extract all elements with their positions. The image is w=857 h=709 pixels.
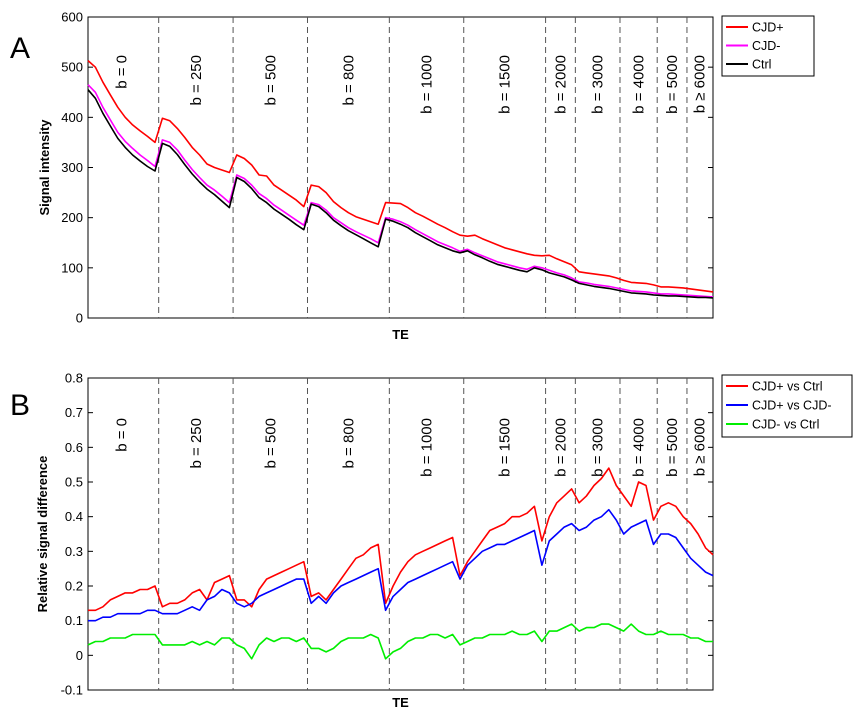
legend-entry: CJD+ vs Ctrl	[752, 380, 823, 394]
b-value-label: b = 0	[113, 418, 130, 452]
b-value-label: b = 800	[340, 55, 357, 105]
legend-entry: CJD+ vs CJD-	[752, 399, 832, 413]
b-value-label: b = 500	[262, 418, 279, 468]
y-tick-label: 0.5	[65, 475, 83, 490]
b-value-label: b = 250	[188, 418, 205, 468]
b-value-label: b = 4000	[631, 55, 648, 114]
legend: CJD+ CJD- Ctrl	[721, 15, 815, 77]
y-axis-label: Signal intensity	[37, 119, 52, 216]
panel-letter: B	[10, 389, 30, 422]
y-tick-label: 0.6	[65, 440, 83, 455]
y-tick-label: 600	[61, 10, 83, 25]
y-tick-label: 0.2	[65, 579, 83, 594]
legend-entry: CJD+	[752, 21, 784, 35]
series-line-0	[87, 60, 714, 293]
b-value-label: b = 1500	[497, 418, 514, 477]
b-value-label: b = 2000	[552, 418, 569, 477]
y-tick-label: 300	[61, 160, 83, 175]
plot-frame	[87, 377, 714, 691]
y-tick-label: 200	[61, 210, 83, 225]
y-tick-label: 500	[61, 60, 83, 75]
series-line-2	[87, 89, 714, 299]
legend: CJD+ vs Ctrl CJD+ vs CJD- CJD- vs Ctrl	[721, 374, 853, 438]
y-tick-label: 0.1	[65, 613, 83, 628]
series-line-2	[87, 623, 713, 660]
chart-panel-a: A 0 100 200 300 400 500 600 b = 0 b = 250 b = 500 b…	[10, 10, 815, 342]
b-value-label: b = 5000	[664, 418, 681, 477]
x-axis-label: TE	[392, 327, 409, 342]
y-tick-label: 0	[76, 648, 83, 663]
b-value-label: b ≥ 6000	[692, 55, 709, 113]
y-tick-label: 0.7	[65, 405, 83, 420]
y-tick-label: -0.1	[61, 683, 83, 698]
y-tick-label: 0.4	[65, 509, 83, 524]
b-value-label: b = 1000	[419, 418, 436, 477]
b-value-label: b = 2000	[552, 55, 569, 114]
b-value-label: b = 250	[188, 55, 205, 105]
b-value-label: b = 4000	[631, 418, 648, 477]
b-value-label: b = 500	[262, 55, 279, 105]
b-value-label: b = 1000	[419, 55, 436, 114]
y-tick-label: 0.8	[65, 371, 83, 386]
b-value-label: b = 3000	[590, 418, 607, 477]
b-value-label: b ≥ 6000	[692, 418, 709, 476]
y-axis-label: Relative signal difference	[35, 456, 50, 613]
y-tick-label: 100	[61, 260, 83, 275]
b-value-label: b = 5000	[664, 55, 681, 114]
b-value-label: b = 0	[113, 55, 130, 89]
b-value-label: b = 800	[340, 418, 357, 468]
series-line-0	[88, 467, 714, 612]
legend-entry: CJD-	[752, 39, 780, 53]
b-value-label: b = 1500	[497, 55, 514, 114]
y-tick-label: 0	[76, 311, 83, 326]
y-tick-label: 0.3	[65, 544, 83, 559]
panel-letter: A	[10, 32, 30, 65]
legend-entry: Ctrl	[752, 58, 771, 72]
b-value-label: b = 3000	[590, 55, 607, 114]
y-tick-label: 400	[61, 110, 83, 125]
series-line-1	[87, 84, 714, 298]
legend-entry: CJD- vs Ctrl	[752, 418, 819, 432]
chart-panel-b: B -0.1 0 0.1 0.2 0.3 0.4 0.5 0.6 0.7 0.8 b = 0 b = 2…	[10, 371, 853, 709]
plot-frame	[87, 16, 714, 319]
series-line-1	[88, 508, 714, 622]
x-axis-label: TE	[392, 695, 409, 709]
